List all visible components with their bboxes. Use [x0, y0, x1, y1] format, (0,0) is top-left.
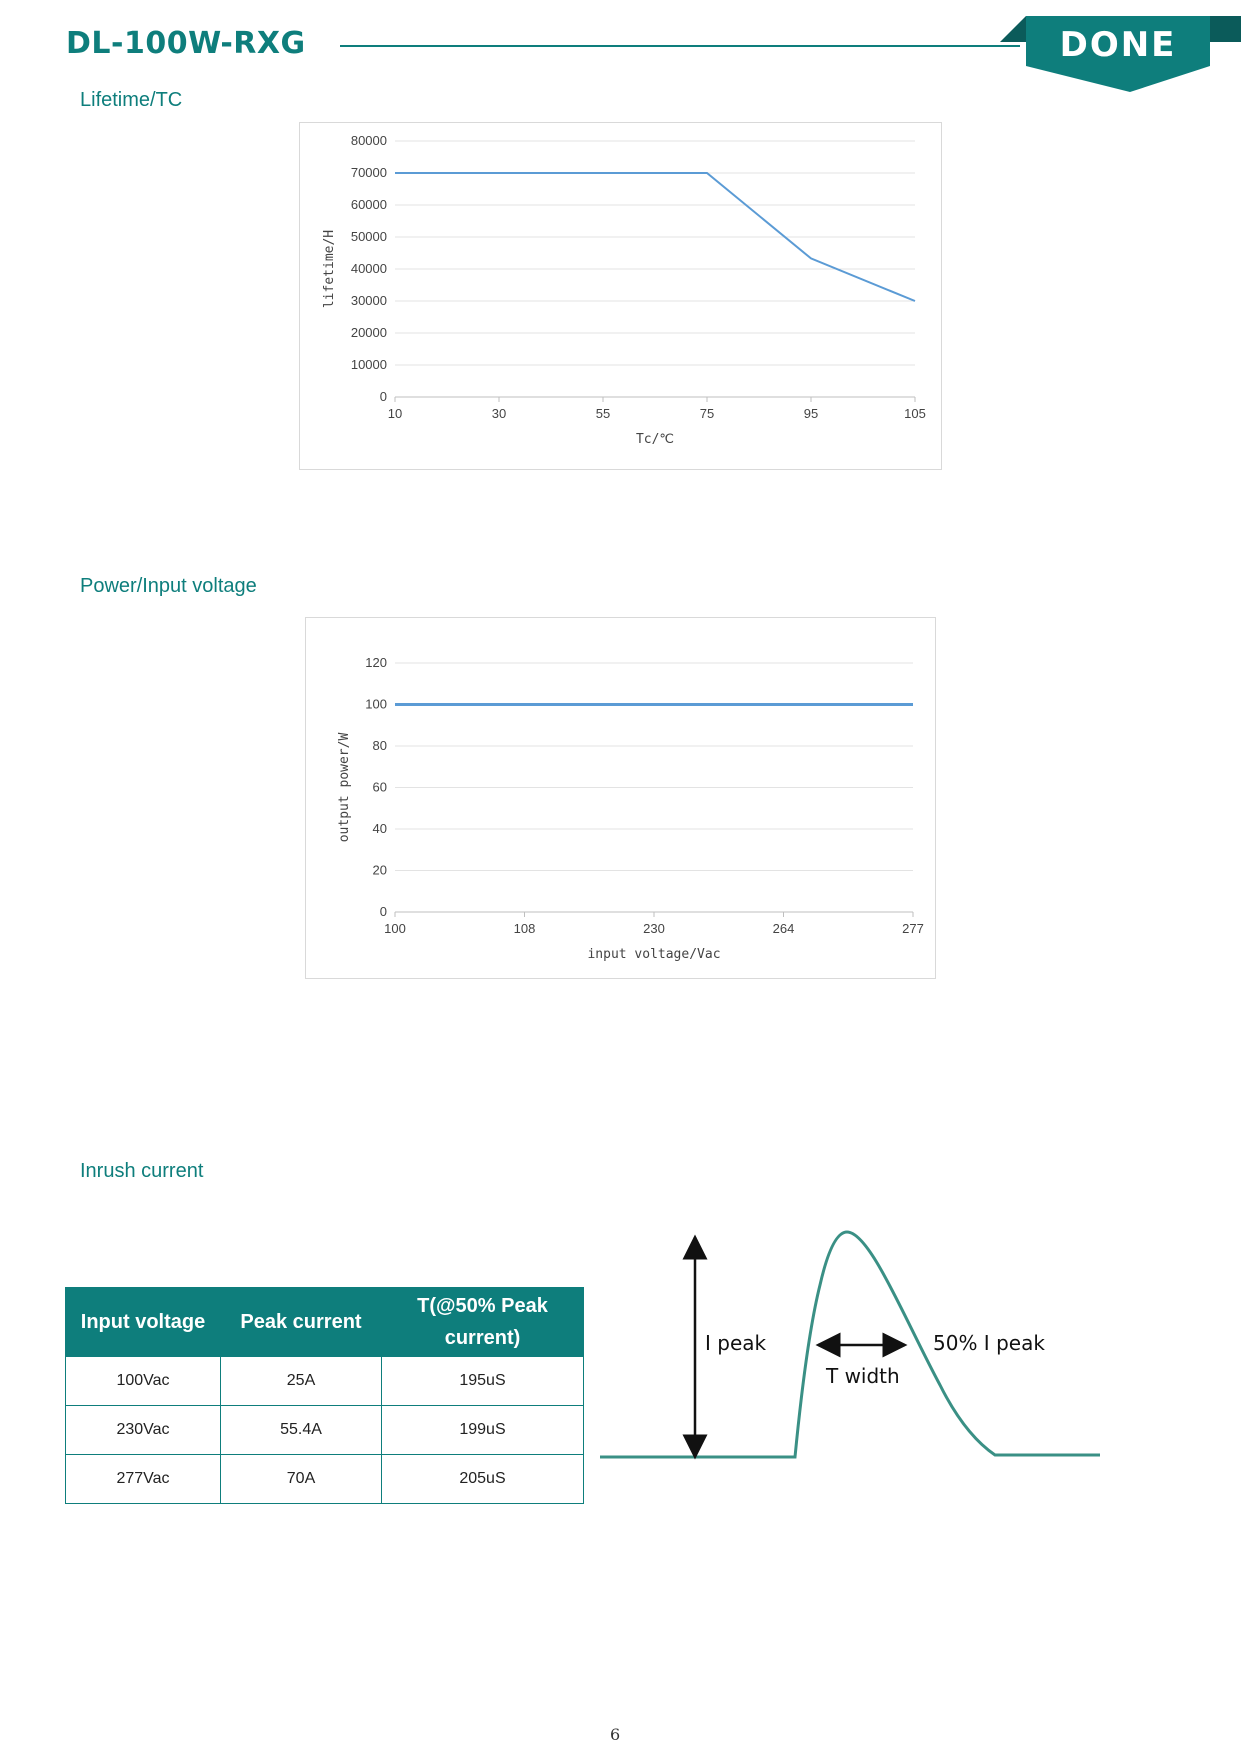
x-tick-label: 95 — [804, 406, 818, 421]
y-tick-label: 80 — [373, 738, 387, 753]
x-tick-label: 30 — [492, 406, 506, 421]
x-tick-label: 230 — [643, 921, 665, 936]
lifetime-chart-frame: 0 10000 20000 30000 40000 50000 60000 70000 8000… — [299, 122, 942, 470]
power-chart: 0 20 40 60 80 100 120 100 108 230 264 277 input volt… — [337, 655, 924, 962]
inrush-table: Input voltage Peak current T(@50% Peak c… — [65, 1287, 584, 1504]
y-tick-label: 100 — [365, 697, 387, 712]
y-tick-label: 10000 — [351, 357, 387, 372]
y-tick-label: 0 — [380, 389, 387, 404]
y-tick-label: 70000 — [351, 165, 387, 180]
lifetime-chart: 0 10000 20000 30000 40000 50000 60000 70000 8000… — [322, 133, 926, 447]
x-tick-label: 100 — [384, 921, 406, 936]
column-header-t50: T(@50% Peak current) — [381, 1287, 584, 1357]
header-rule — [340, 45, 1020, 47]
y-tick-label: 40000 — [351, 261, 387, 276]
x-tick-label: 105 — [904, 406, 926, 421]
product-title: DL-100W-RXG — [66, 26, 306, 61]
x-tick-label: 75 — [700, 406, 714, 421]
half-peak-label: 50% I peak — [933, 1331, 1045, 1355]
table-row: 230Vac 55.4A 199uS — [65, 1405, 584, 1455]
y-tick-label: 60 — [373, 780, 387, 795]
logo-right-fold — [1210, 16, 1241, 42]
column-header-peak-current: Peak current — [220, 1287, 382, 1357]
section-title-inrush: Inrush current — [80, 1160, 204, 1182]
section-title-power: Power/Input voltage — [80, 575, 257, 597]
x-axis-title: Tc/℃ — [636, 432, 674, 447]
inrush-waveform-curve — [600, 1230, 1100, 1459]
y-tick-label: 80000 — [351, 133, 387, 148]
y-tick-label: 0 — [380, 904, 387, 919]
y-axis-title: lifetime/H — [322, 230, 337, 308]
y-tick-label: 20000 — [351, 325, 387, 340]
inrush-table-header-row: Input voltage Peak current T(@50% Peak c… — [65, 1287, 584, 1357]
logo-left-fold — [1000, 16, 1026, 42]
table-row: 277Vac 70A 205uS — [65, 1454, 584, 1504]
x-tick-label: 264 — [773, 921, 795, 936]
y-tick-label: 50000 — [351, 229, 387, 244]
y-tick-label: 40 — [373, 821, 387, 836]
x-axis-title: input voltage/Vac — [587, 947, 720, 962]
cell-t50: 199uS — [381, 1405, 584, 1455]
inrush-waveform-diagram: I peak T width 50% I peak — [600, 1230, 1100, 1460]
x-tick-label: 10 — [388, 406, 402, 421]
y-tick-label: 120 — [365, 655, 387, 670]
x-tick-label: 55 — [596, 406, 610, 421]
cell-t50: 205uS — [381, 1454, 584, 1504]
cell-t50: 195uS — [381, 1356, 584, 1406]
t-width-label: T width — [825, 1364, 900, 1388]
series-line — [395, 172, 916, 302]
cell-input-voltage: 277Vac — [65, 1454, 221, 1504]
cell-peak-current: 25A — [220, 1356, 382, 1406]
logo-shield — [1026, 16, 1210, 92]
x-tick-label: 108 — [514, 921, 536, 936]
y-tick-label: 20 — [373, 863, 387, 878]
logo-text: DONE — [1060, 25, 1177, 65]
x-tick-label: 277 — [902, 921, 924, 936]
page-number: 6 — [610, 1725, 621, 1744]
cell-peak-current: 70A — [220, 1454, 382, 1504]
cell-input-voltage: 100Vac — [65, 1356, 221, 1406]
y-tick-label: 30000 — [351, 293, 387, 308]
cell-peak-current: 55.4A — [220, 1405, 382, 1455]
power-chart-frame: 0 20 40 60 80 100 120 100 108 230 264 277 input volt… — [305, 617, 936, 979]
y-tick-label: 60000 — [351, 197, 387, 212]
y-axis-title: output power/W — [337, 733, 352, 843]
i-peak-label: I peak — [705, 1331, 767, 1355]
column-header-input-voltage: Input voltage — [65, 1287, 221, 1357]
cell-input-voltage: 230Vac — [65, 1405, 221, 1455]
section-title-lifetime: Lifetime/TC — [80, 89, 183, 111]
table-row: 100Vac 25A 195uS — [65, 1356, 584, 1406]
brand-logo: DONE — [1000, 16, 1241, 92]
